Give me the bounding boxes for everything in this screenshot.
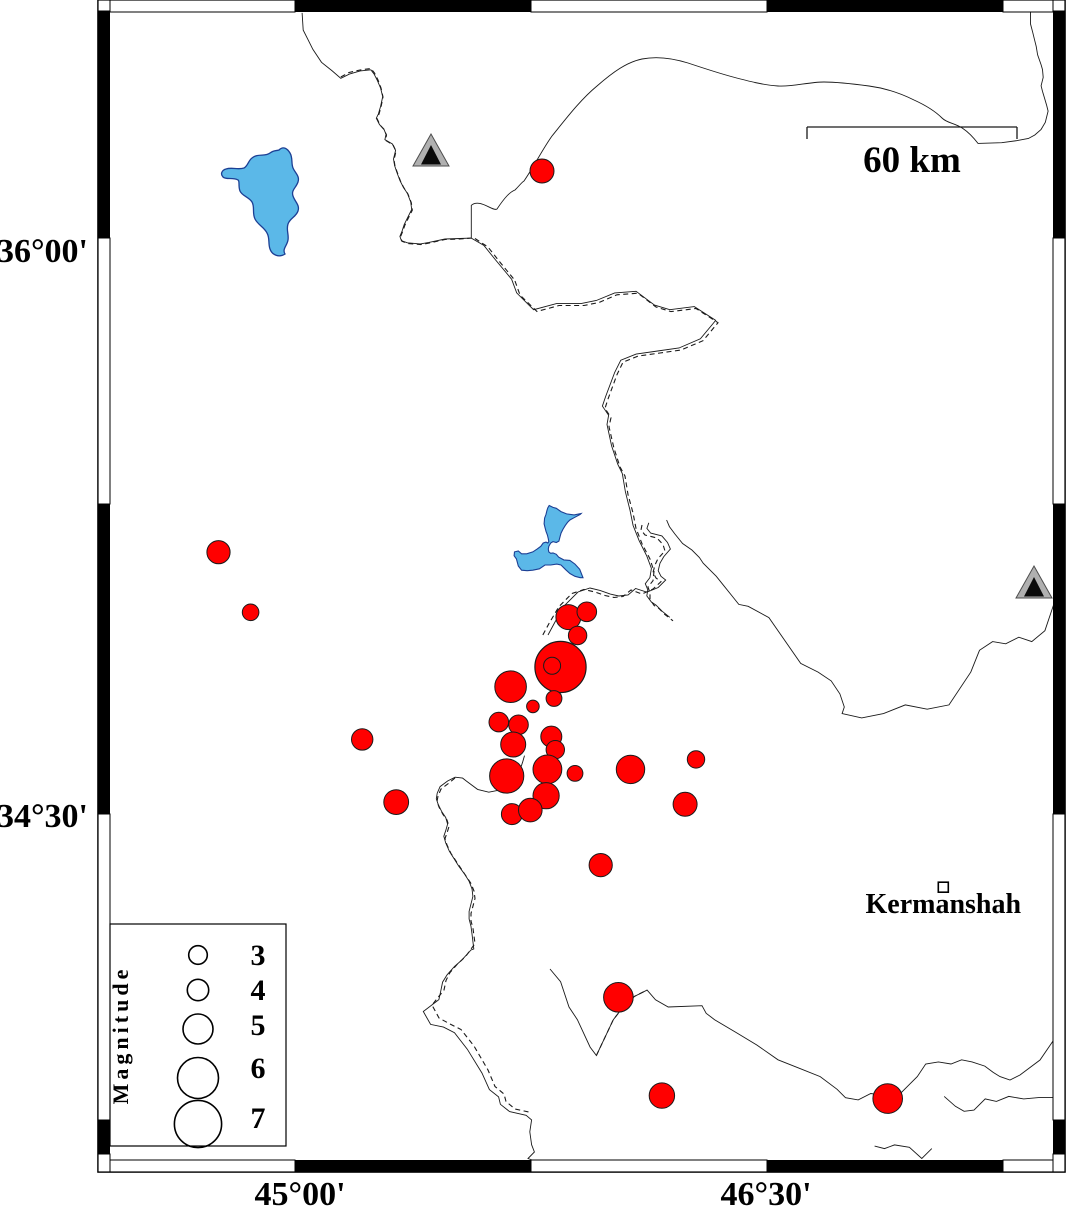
svg-text:Kermanshah: Kermanshah	[866, 889, 1022, 920]
svg-text:4: 4	[251, 974, 266, 1007]
svg-text:7: 7	[251, 1102, 266, 1135]
svg-text:36°00': 36°00'	[0, 233, 88, 270]
svg-text:60 km: 60 km	[863, 140, 961, 181]
svg-text:45°00': 45°00'	[254, 1176, 345, 1209]
svg-text:3: 3	[251, 939, 266, 972]
svg-text:Magnitude: Magnitude	[108, 966, 133, 1105]
svg-text:5: 5	[251, 1009, 266, 1042]
svg-text:46°30': 46°30'	[720, 1176, 811, 1209]
svg-text:6: 6	[251, 1052, 266, 1085]
svg-text:34°30': 34°30'	[0, 798, 88, 835]
